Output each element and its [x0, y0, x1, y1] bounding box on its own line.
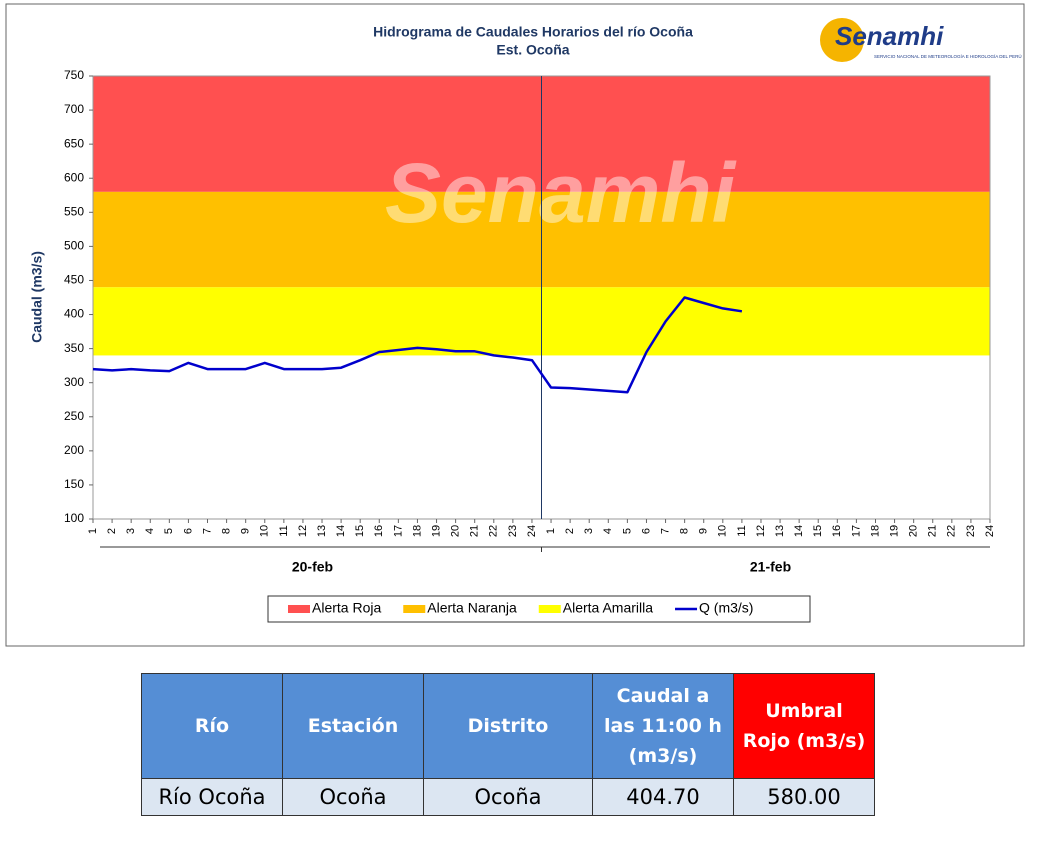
y-tick-label: 350	[64, 341, 84, 355]
x-tick-label: 16	[373, 525, 385, 537]
x-tick-label: 13	[316, 525, 328, 537]
table-cell: 580.00	[733, 778, 875, 816]
y-tick-label: 550	[64, 204, 84, 218]
summary-table: Río Estación Distrito Caudal a las 11:00 h …	[141, 673, 875, 816]
y-tick-label: 650	[64, 136, 84, 150]
x-tick-label: 23	[507, 525, 519, 537]
y-tick-label: 200	[64, 443, 84, 457]
table-header: Río Estación Distrito Caudal a las 11:00 h …	[141, 673, 875, 779]
legend-swatch	[538, 605, 561, 613]
x-tick-label: 2	[564, 528, 576, 534]
q-line	[92, 296, 743, 394]
x-tick-label: 15	[354, 525, 366, 537]
x-tick-label: 15	[812, 525, 824, 537]
x-tick-label: 8	[221, 528, 233, 534]
table-header-cell: Estación	[282, 673, 424, 779]
x-tick-label: 14	[335, 525, 347, 537]
y-tick-label: 750	[64, 68, 84, 82]
x-tick-label: 10	[717, 525, 729, 537]
legend-label: Q (m3/s)	[699, 600, 753, 616]
x-tick-label: 19	[888, 525, 900, 537]
x-tick-label: 18	[869, 525, 881, 537]
x-tick-label: 13	[774, 525, 786, 537]
x-tick-label: 6	[182, 528, 194, 534]
x-tick-label: 4	[144, 528, 156, 534]
x-tick-label: 10	[259, 525, 271, 537]
y-tick-label: 400	[64, 307, 84, 321]
x-tick-label: 5	[163, 528, 175, 534]
logo: Senamhi SERVICIO NACIONAL DE METEOROLOGÍ…	[820, 18, 1022, 62]
x-tick-label: 6	[640, 528, 652, 534]
x-tick-label: 17	[392, 525, 404, 537]
x-group-label: 20-feb	[292, 559, 333, 575]
table-cell: Ocoña	[282, 778, 424, 816]
chart-title: Hidrograma de Caudales Horarios del río …	[373, 24, 693, 40]
x-tick-label: 1	[545, 528, 557, 534]
x-tick-label: 9	[698, 528, 710, 534]
table-cell: Ocoña	[423, 778, 593, 816]
chart-subtitle: Est. Ocoña	[496, 42, 569, 58]
y-tick-label: 500	[64, 239, 84, 253]
x-tick-label: 24	[526, 525, 538, 537]
x-tick-label: 1	[87, 528, 99, 534]
legend-swatch	[288, 605, 310, 613]
x-tick-label: 7	[201, 528, 213, 534]
legend-label: Alerta Amarilla	[563, 600, 653, 616]
x-tick-label: 4	[602, 528, 614, 534]
table-header-cell: Río	[141, 673, 283, 779]
y-tick-label: 150	[64, 477, 84, 491]
x-tick-label: 17	[850, 525, 862, 537]
y-tick-label: 700	[64, 102, 84, 116]
x-tick-label: 20	[450, 525, 462, 537]
x-tick-label: 19	[430, 525, 442, 537]
x-tick-label: 21	[927, 525, 939, 537]
legend-swatch	[403, 605, 426, 613]
x-tick-label: 16	[831, 525, 843, 537]
x-tick-label: 23	[965, 525, 977, 537]
watermark: Senamhi	[385, 146, 737, 240]
x-tick-label: 20	[908, 525, 920, 537]
x-tick-label: 12	[297, 525, 309, 537]
x-tick-label: 11	[278, 525, 290, 536]
table-cell: Río Ocoña	[141, 778, 283, 816]
x-tick-label: 8	[679, 528, 691, 534]
y-tick-label: 600	[64, 170, 84, 184]
logo-sun	[820, 18, 864, 62]
x-tick-label: 18	[411, 525, 423, 537]
x-tick-label: 12	[755, 525, 767, 537]
x-tick-label: 9	[240, 528, 252, 534]
table-header-cell: Umbral Rojo (m3/s)	[733, 673, 875, 779]
legend-label: Alerta Naranja	[427, 600, 517, 616]
y-tick-label: 450	[64, 273, 84, 287]
x-tick-label: 3	[583, 528, 595, 534]
y-axis-label: Caudal (m3/s)	[29, 251, 45, 343]
chart: Hidrograma de Caudales Horarios del río …	[5, 3, 1025, 647]
x-tick-label: 3	[125, 528, 137, 534]
x-tick-label: 14	[793, 525, 805, 537]
logo-text: Senamhi	[835, 21, 944, 51]
table-header-cell: Distrito	[423, 673, 593, 779]
table-header-cell: Caudal a las 11:00 h (m3/s)	[592, 673, 734, 779]
x-tick-label: 24	[984, 525, 996, 537]
x-tick-label: 21	[469, 525, 481, 537]
x-tick-label: 22	[488, 525, 500, 537]
logo-caption: SERVICIO NACIONAL DE METEOROLOGÍA E HIDR…	[874, 53, 1022, 59]
plot-area: Senamhi 100 150 200 250 300 350 400 450 500 550 600…	[64, 68, 996, 575]
x-tick-label: 2	[106, 528, 118, 534]
y-tick-label: 100	[64, 511, 84, 525]
x-tick-label: 11	[736, 525, 748, 536]
x-group-label: 21-feb	[750, 559, 791, 575]
x-tick-label: 7	[659, 528, 671, 534]
table-cell: 404.70	[592, 778, 734, 816]
y-tick-label: 250	[64, 409, 84, 423]
table-row: Río Ocoña Ocoña Ocoña 404.70 580.00	[141, 778, 875, 816]
x-tick-label: 5	[621, 528, 633, 534]
legend-label: Alerta Roja	[312, 600, 381, 616]
x-tick-label: 22	[946, 525, 958, 537]
y-tick-label: 300	[64, 375, 84, 389]
